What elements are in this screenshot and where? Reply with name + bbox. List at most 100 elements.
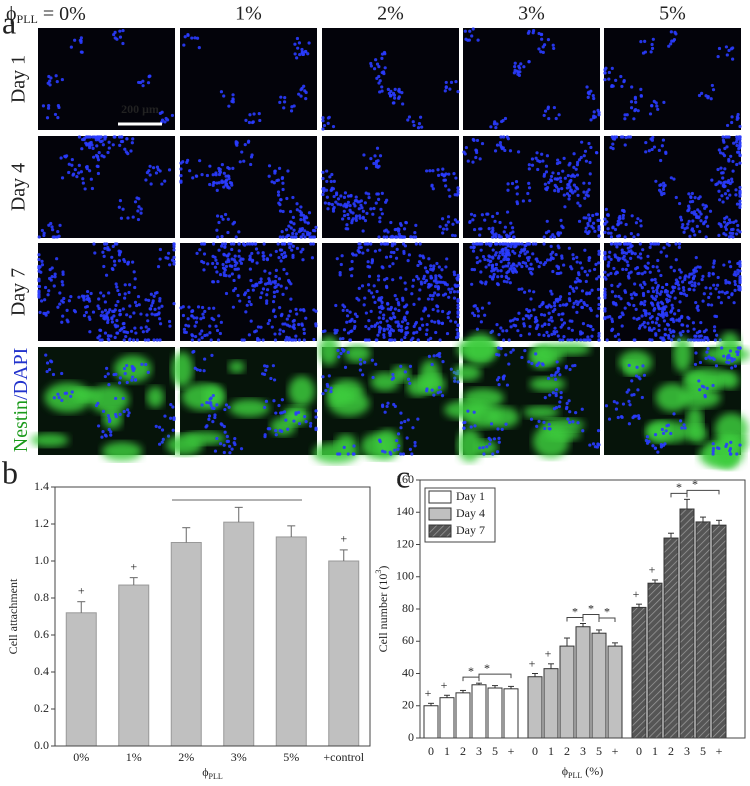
nucleus xyxy=(37,285,40,288)
nucleus xyxy=(264,433,267,436)
nucleus xyxy=(37,293,40,296)
nucleus xyxy=(706,387,709,390)
nucleus xyxy=(517,312,520,315)
nucleus xyxy=(438,386,441,389)
nucleus xyxy=(597,429,600,432)
nucleus xyxy=(392,376,395,379)
nucleus xyxy=(482,452,485,455)
nucleus xyxy=(577,279,580,282)
nucleus xyxy=(187,317,190,320)
nucleus xyxy=(726,124,729,127)
nucleus xyxy=(633,282,636,285)
nucleus xyxy=(546,258,549,261)
nucleus xyxy=(647,440,650,443)
nucleus xyxy=(442,294,445,297)
nucleus xyxy=(568,399,571,402)
nucleus xyxy=(684,426,687,429)
nucleus xyxy=(650,104,653,107)
nucleus xyxy=(366,265,369,268)
nucleus xyxy=(210,396,213,399)
nucleus xyxy=(381,450,384,453)
nucleus xyxy=(102,294,105,297)
nucleus xyxy=(690,284,693,287)
nucleus xyxy=(172,242,175,245)
nucleus xyxy=(135,304,138,307)
nucleus xyxy=(239,160,242,163)
nucleus xyxy=(145,330,148,333)
nucleus xyxy=(74,168,77,171)
nucleus xyxy=(226,166,229,169)
nucleus xyxy=(40,260,43,263)
nucleus xyxy=(219,273,222,276)
nucleus xyxy=(481,213,484,216)
nucleus xyxy=(291,196,294,199)
y-tick-label: 140 xyxy=(396,504,414,518)
nucleus xyxy=(689,195,692,198)
nucleus xyxy=(226,440,229,443)
nucleus xyxy=(610,258,613,261)
nucleus xyxy=(431,169,434,172)
nucleus xyxy=(596,213,599,216)
nucleus xyxy=(649,242,652,245)
nucleus xyxy=(607,78,610,81)
nucleus xyxy=(529,297,532,300)
nucleus xyxy=(433,354,436,357)
nucleus xyxy=(558,373,561,376)
nucleus xyxy=(274,280,277,283)
nucleus xyxy=(604,278,607,281)
nucleus xyxy=(655,288,658,291)
nucleus xyxy=(377,75,380,78)
nucleus xyxy=(191,338,194,341)
nucleus xyxy=(522,65,525,68)
nucleus xyxy=(48,83,51,86)
nucleus xyxy=(578,220,581,223)
nucleus xyxy=(611,328,614,331)
nucleus xyxy=(476,39,479,42)
nucleus xyxy=(635,366,638,369)
nucleus xyxy=(80,36,83,39)
nestin-stain xyxy=(103,408,123,428)
nucleus xyxy=(592,442,595,445)
nucleus xyxy=(235,144,238,147)
nucleus xyxy=(88,318,91,321)
legend-swatch xyxy=(429,525,451,537)
nucleus xyxy=(593,110,596,113)
nucleus xyxy=(705,235,708,238)
nucleus xyxy=(290,338,293,341)
nucleus xyxy=(223,408,226,411)
nucleus xyxy=(693,210,696,213)
nucleus xyxy=(159,322,162,325)
nucleus xyxy=(386,242,389,245)
nucleus xyxy=(493,268,496,271)
nucleus xyxy=(298,422,301,425)
nucleus xyxy=(652,265,655,268)
nucleus xyxy=(481,142,484,145)
nucleus xyxy=(503,230,506,233)
micrographs xyxy=(31,27,750,468)
nucleus xyxy=(664,328,667,331)
nucleus xyxy=(605,404,608,407)
nucleus xyxy=(157,307,160,310)
nucleus xyxy=(258,112,261,115)
nucleus xyxy=(86,290,89,293)
nucleus xyxy=(664,305,667,308)
nucleus xyxy=(290,105,293,108)
micrograph xyxy=(463,28,600,130)
nucleus xyxy=(365,212,368,215)
nucleus xyxy=(339,352,342,355)
nucleus xyxy=(88,330,91,333)
nucleus xyxy=(639,40,642,43)
nucleus xyxy=(248,296,251,299)
nucleus xyxy=(46,361,49,364)
nucleus xyxy=(371,258,374,261)
nucleus xyxy=(597,338,600,341)
nucleus xyxy=(89,135,92,138)
nucleus xyxy=(734,283,737,286)
nucleus xyxy=(635,221,638,224)
plot-frame xyxy=(55,487,370,746)
nucleus xyxy=(712,442,715,445)
nucleus xyxy=(309,422,312,425)
nucleus xyxy=(628,272,631,275)
nucleus xyxy=(289,298,292,301)
nucleus xyxy=(639,219,642,222)
